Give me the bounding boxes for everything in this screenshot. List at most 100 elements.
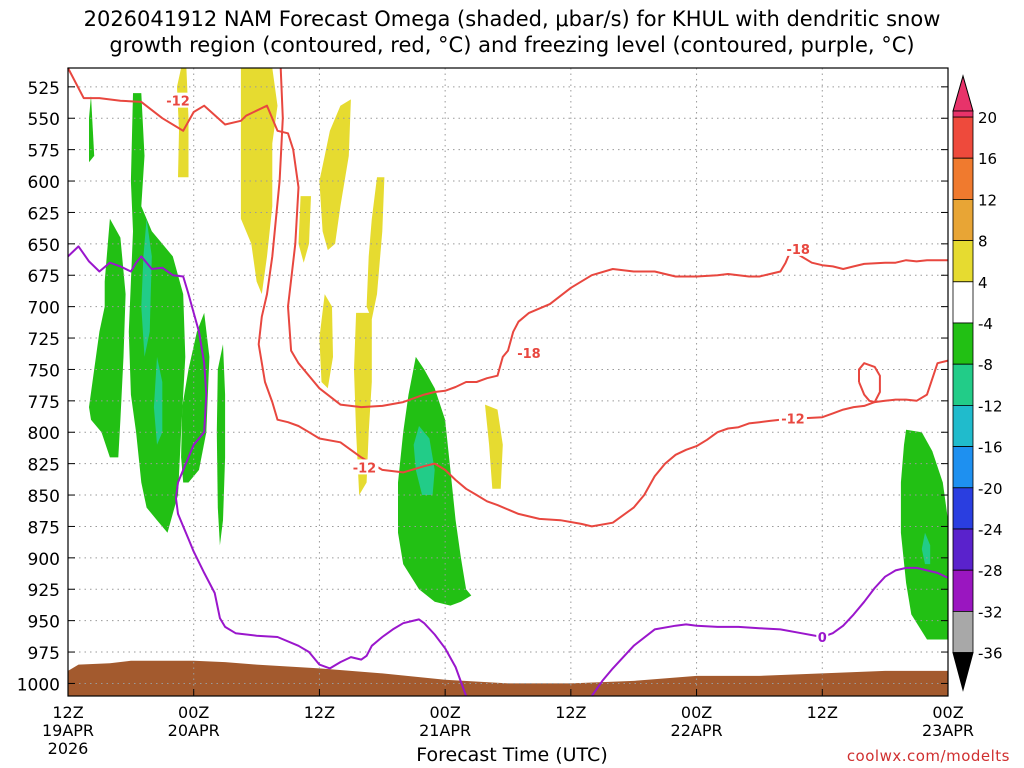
y-tick-label-600: 600: [28, 173, 60, 193]
colorbar-label-10: -24: [978, 521, 1003, 539]
y-tick-label-700: 700: [28, 299, 60, 319]
plot-frame: [67, 67, 949, 697]
colorbar-box-8: [952, 404, 974, 447]
y-tick-label-800: 800: [28, 424, 60, 444]
y-tick-label-825: 825: [28, 456, 60, 476]
contour-1: [257, 67, 949, 528]
x-tick-date-84: 23APR: [922, 721, 974, 740]
colorbar-box-6: [952, 322, 974, 365]
colorbar-label-11: -28: [978, 562, 1003, 580]
colorbar-label-9: -20: [978, 480, 1003, 498]
x-tick-year-0: 2026: [48, 739, 89, 758]
x-tick-date-60: 22APR: [671, 721, 723, 740]
colorbar-box-9: [952, 446, 974, 489]
omega-region-13: [319, 99, 351, 251]
ground-surface: [68, 660, 948, 696]
contour-label-3: -12: [781, 412, 805, 427]
x-tick-date-0: 19APR: [42, 721, 94, 740]
colorbar-label-6: -8: [978, 356, 993, 374]
colorbar-label-8: -16: [978, 439, 1003, 457]
colorbar-box-0: [952, 110, 974, 118]
y-tick-label-575: 575: [28, 142, 60, 162]
y-tick-label-1000: 1000: [17, 675, 60, 695]
contour-label-bg-1: [784, 240, 813, 256]
y-tick-label-875: 875: [28, 518, 60, 538]
x-tick-label-84: 00Z: [932, 703, 963, 722]
omega-region-8: [413, 426, 435, 495]
contour-4: [590, 566, 949, 697]
x-tick-label-24: 12Z: [304, 703, 335, 722]
x-tick-label-0: 12Z: [52, 703, 83, 722]
x-tick-label-60: 00Z: [681, 703, 712, 722]
y-tick-label-975: 975: [28, 644, 60, 664]
ground-layer: [68, 660, 948, 696]
omega-region-0: [89, 95, 95, 163]
y-tick-label-525: 525: [28, 79, 60, 99]
contour-label-bg-2: [514, 345, 543, 361]
chart-title: 2026041912 NAM Forecast Omega (shaded, μ…: [83, 7, 941, 57]
colorbar-box-5: [952, 281, 974, 324]
x-tick-label-72: 12Z: [807, 703, 838, 722]
contour-0: [67, 67, 948, 409]
y-tick-label-750: 750: [28, 361, 60, 381]
grid-lines: [68, 68, 948, 696]
x-tick-date-36: 21APR: [419, 721, 471, 740]
colorbar-label-5: -4: [978, 315, 993, 333]
omega-region-10: [921, 532, 931, 565]
contour-2: [858, 362, 881, 404]
colorbar-top-arrow: [952, 74, 974, 112]
contour-label-4: -12: [353, 461, 377, 476]
colorbar-label-3: 8: [978, 233, 988, 251]
contour-label-5: 0: [818, 631, 827, 646]
omega-region-14: [298, 196, 311, 263]
contour-label-1: -18: [786, 243, 810, 258]
colorbar-label-1: 16: [978, 150, 997, 168]
x-tick-label-36: 00Z: [429, 703, 460, 722]
omega-region-7: [398, 356, 472, 606]
y-tick-label-625: 625: [28, 204, 60, 224]
x-tick-date-12: 20APR: [168, 721, 220, 740]
colorbar-label-13: -36: [978, 645, 1003, 663]
colorbar-label-2: 12: [978, 191, 997, 209]
contour-label-bg-3: [778, 410, 807, 426]
contour-labels: -12 -18 -18 -12 -12 0: [164, 92, 829, 646]
x-tick-label-48: 12Z: [555, 703, 586, 722]
omega-region-1: [128, 93, 186, 533]
y-tick-label-725: 725: [28, 330, 60, 350]
colorbar: 20 16 12 8 4 -4 -8 -12 -16 -20 -24 -28 -32 -36: [952, 74, 1003, 692]
omega-region-17: [354, 312, 372, 495]
y-tick-label-550: 550: [28, 110, 60, 130]
y-tick-label-675: 675: [28, 267, 60, 287]
y-tick-label-775: 775: [28, 393, 60, 413]
y-tick-label-900: 900: [28, 550, 60, 570]
colorbar-box-2: [952, 157, 974, 200]
colorbar-box-10: [952, 487, 974, 530]
colorbar-box-12: [952, 569, 974, 612]
colorbar-box-13: [952, 611, 974, 654]
omega-region-5: [141, 218, 152, 357]
contour-lines: [67, 67, 949, 697]
colorbar-box-11: [952, 528, 974, 571]
y-tick-label-650: 650: [28, 236, 60, 256]
contour-label-0: -12: [166, 95, 190, 110]
omega-region-6: [153, 356, 163, 445]
y-axis: 525 550 575 600 625 650 675 700 725 750 775 800 825 8…: [17, 79, 948, 695]
contour-label-bg-5: [816, 628, 829, 644]
colorbar-label-4: 4: [978, 274, 988, 292]
y-tick-label-850: 850: [28, 487, 60, 507]
colorbar-box-7: [952, 363, 974, 406]
omega-region-4: [216, 344, 226, 546]
colorbar-box-4: [952, 240, 974, 283]
colorbar-label-12: -32: [978, 603, 1003, 621]
x-axis-label: Forecast Time (UTC): [416, 744, 608, 766]
x-tick-label-12: 00Z: [178, 703, 209, 722]
contour-label-bg-0: [164, 92, 192, 108]
colorbar-bottom-arrow: [952, 652, 974, 692]
colorbar-box-1: [952, 116, 974, 159]
omega-region-15: [366, 177, 385, 320]
omega-region-16: [319, 294, 333, 389]
credit-link[interactable]: coolwx.com/modelts: [846, 747, 1010, 765]
